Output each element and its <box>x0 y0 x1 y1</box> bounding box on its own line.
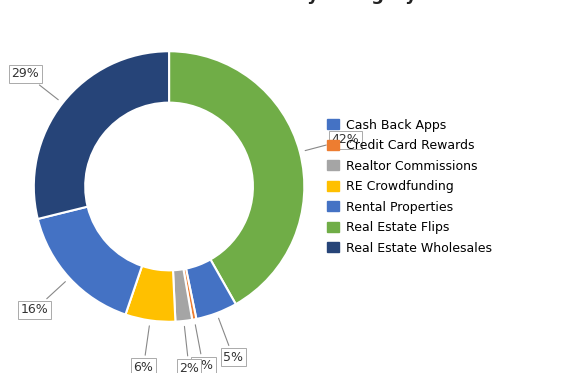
Wedge shape <box>34 51 169 219</box>
Legend: Cash Back Apps, Credit Card Rewards, Realtor Commissions, RE Crowdfunding, Renta: Cash Back Apps, Credit Card Rewards, Rea… <box>327 119 491 254</box>
Text: 6%: 6% <box>134 326 153 373</box>
Text: 42%: 42% <box>305 134 360 151</box>
Wedge shape <box>125 266 175 322</box>
Text: 16%: 16% <box>20 282 65 316</box>
Wedge shape <box>186 260 236 319</box>
Text: 2%: 2% <box>179 326 199 373</box>
Wedge shape <box>173 269 192 322</box>
Text: 5%: 5% <box>219 318 243 364</box>
Wedge shape <box>169 51 304 304</box>
Text: 29%: 29% <box>12 68 58 100</box>
Text: 0%: 0% <box>193 325 213 372</box>
Wedge shape <box>38 207 142 314</box>
Title: Extra Income Share by Category: Extra Income Share by Category <box>90 0 417 4</box>
Wedge shape <box>184 269 196 320</box>
